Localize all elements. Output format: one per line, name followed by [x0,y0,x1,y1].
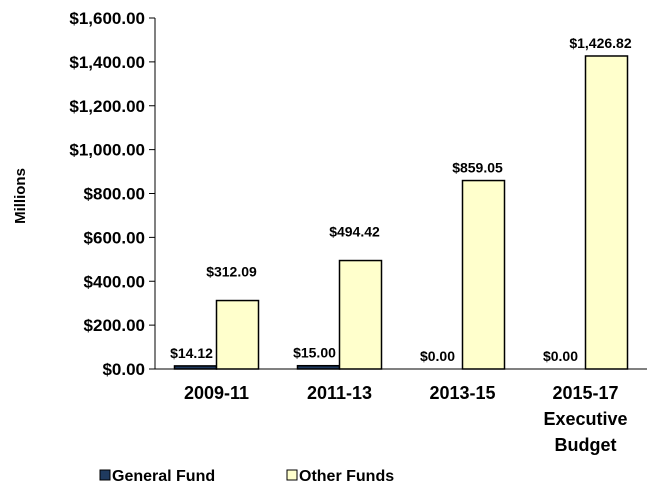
y-tick-label: $600.00 [84,228,145,247]
data-label-other-funds: $859.05 [452,160,503,176]
bar-other-funds [215,299,260,370]
y-tick-label: $1,400.00 [69,53,145,72]
data-label-general-fund: $0.00 [543,348,578,364]
data-label-other-funds: $1,426.82 [569,35,631,51]
y-tick-label: $200.00 [84,316,145,335]
data-label-other-funds: $312.09 [206,264,257,280]
y-axis-label: Millions [12,168,29,224]
y-tick-label: $1,600.00 [69,9,145,28]
legend-label-other-funds: Other Funds [299,468,394,485]
data-label-general-fund: $0.00 [420,348,455,364]
x-category-label: Budget [555,435,617,455]
bar-other-funds [338,259,383,370]
y-tick-label: $400.00 [84,272,145,291]
x-category-label: 2011-13 [307,383,372,403]
x-category-label: 2015-17 [552,383,618,403]
y-tick-label: $0.00 [102,360,145,379]
legend-swatch-other-funds [286,469,298,481]
legend: General Fund Other Funds [99,468,394,485]
data-label-other-funds: $494.42 [329,224,380,240]
y-tick-label: $1,200.00 [69,97,145,116]
legend-swatch-general-fund [99,469,111,481]
data-label-general-fund: $14.12 [170,345,213,361]
x-category-label: 2009-11 [184,383,249,403]
y-tick-label: $1,000.00 [69,141,145,160]
data-label-general-fund: $15.00 [293,345,336,361]
y-tick-label: $800.00 [84,185,145,204]
x-category-label: Executive [543,409,627,429]
legend-label-general-fund: General Fund [112,468,215,485]
bar-other-funds [584,55,629,370]
bar-other-funds [461,179,506,370]
x-category-label: 2013-15 [429,383,495,403]
